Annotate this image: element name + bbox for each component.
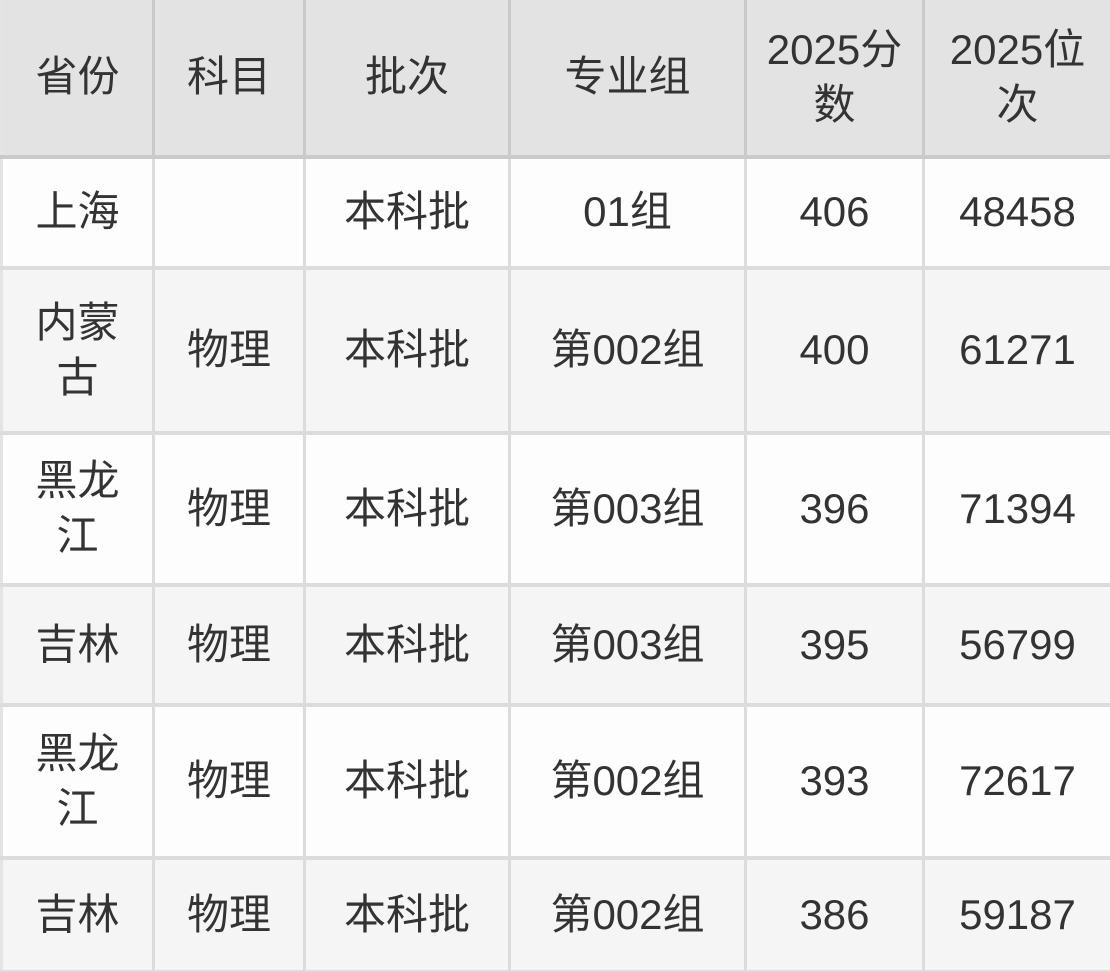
table-row: 吉林 物理 本科批 第003组 395 56799 [0, 583, 1110, 707]
cell-rank: 71394 [922, 431, 1110, 587]
cell-province: 吉林 [0, 583, 155, 707]
table-row: 内蒙古 物理 本科批 第002组 400 61271 [0, 266, 1110, 435]
cell-subject: 物理 [152, 703, 306, 860]
cell-rank: 48458 [922, 155, 1110, 270]
cell-major-group: 第003组 [508, 583, 747, 707]
cell-score: 395 [744, 583, 925, 707]
cell-batch: 本科批 [303, 266, 511, 435]
cell-score: 393 [744, 703, 925, 860]
cell-major-group: 第002组 [508, 703, 747, 860]
cell-batch: 本科批 [303, 856, 511, 972]
header-cell-major-group: 专业组 [508, 0, 747, 159]
cell-province: 上海 [0, 155, 155, 270]
cell-subject: 物理 [152, 856, 306, 972]
cell-rank: 56799 [922, 583, 1110, 707]
cell-major-group: 第002组 [508, 856, 747, 972]
cell-batch: 本科批 [303, 583, 511, 707]
cell-batch: 本科批 [303, 155, 511, 270]
cell-score: 400 [744, 266, 925, 435]
cell-rank: 72617 [922, 703, 1110, 860]
header-cell-subject: 科目 [152, 0, 306, 159]
cell-score: 406 [744, 155, 925, 270]
cell-major-group: 第002组 [508, 266, 747, 435]
cell-score: 396 [744, 431, 925, 587]
header-cell-score-2025: 2025分数 [744, 0, 925, 159]
header-cell-province: 省份 [0, 0, 155, 159]
cell-rank: 61271 [922, 266, 1110, 435]
cell-major-group: 第003组 [508, 431, 747, 587]
cell-subject: 物理 [152, 266, 306, 435]
table-row: 黑龙江 物理 本科批 第003组 396 71394 [0, 431, 1110, 587]
cell-province: 内蒙古 [0, 266, 155, 435]
table-row: 上海 本科批 01组 406 48458 [0, 155, 1110, 270]
table-row: 黑龙江 物理 本科批 第002组 393 72617 [0, 703, 1110, 860]
header-cell-batch: 批次 [303, 0, 511, 159]
table-row: 吉林 物理 本科批 第002组 386 59187 [0, 856, 1110, 972]
cell-batch: 本科批 [303, 431, 511, 587]
cell-province: 黑龙江 [0, 703, 155, 860]
cell-score: 386 [744, 856, 925, 972]
cell-province: 黑龙江 [0, 431, 155, 587]
cell-subject: 物理 [152, 431, 306, 587]
cell-major-group: 01组 [508, 155, 747, 270]
cell-subject: 物理 [152, 583, 306, 707]
cell-rank: 59187 [922, 856, 1110, 972]
header-cell-rank-2025: 2025位次 [922, 0, 1110, 159]
cell-province: 吉林 [0, 856, 155, 972]
cell-batch: 本科批 [303, 703, 511, 860]
cell-subject [152, 155, 306, 270]
table-header-row: 省份 科目 批次 专业组 2025分数 2025位次 [0, 0, 1110, 159]
